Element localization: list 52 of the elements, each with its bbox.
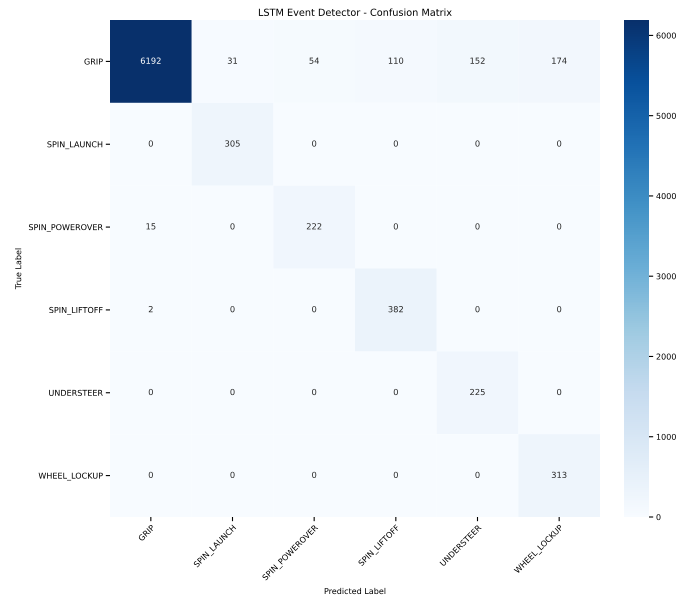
- data-label: 0: [230, 472, 235, 478]
- data-label: 0: [475, 472, 480, 478]
- data-label: 0: [148, 388, 153, 396]
- color-bar-label: 2000: [656, 354, 676, 360]
- data-label: 0: [230, 223, 235, 230]
- data-label: 54: [310, 58, 319, 64]
- data-label: 225: [470, 388, 485, 396]
- color-bar-label: 0: [656, 514, 661, 520]
- data-label: 0: [230, 388, 235, 396]
- data-label: 0: [475, 140, 480, 147]
- data-label: 382: [388, 306, 403, 312]
- data-label: 0: [312, 306, 316, 312]
- chart-title: LSTM Event Detector - Confusion Matrix: [258, 8, 452, 16]
- data-label: 110: [388, 58, 404, 64]
- data-label: 0: [475, 223, 480, 230]
- data-label: 0: [312, 388, 316, 396]
- data-label: 222: [306, 223, 322, 230]
- data-label: 0: [394, 472, 398, 478]
- y-tick-label: WHEEL_LOCKUP: [38, 472, 103, 480]
- data-label: 0: [394, 388, 398, 396]
- data-label: 0: [557, 140, 562, 147]
- data-label: 0: [148, 472, 153, 478]
- y-tick-label: GRIP: [84, 58, 103, 65]
- data-label: 0: [557, 306, 562, 312]
- data-label: 0: [394, 140, 398, 147]
- y-axis-title: True Label: [15, 248, 22, 290]
- data-label: 152: [470, 58, 485, 64]
- data-label: 0: [230, 306, 235, 312]
- data-label: 0: [312, 140, 316, 147]
- color-bar-label: 3000: [656, 273, 676, 280]
- data-label: 305: [225, 140, 240, 147]
- color-bar-label: 1000: [656, 434, 676, 440]
- y-tick-label: SPIN_LAUNCH: [47, 141, 102, 150]
- data-label: 0: [148, 140, 153, 147]
- color-bar-label: 5000: [656, 112, 676, 119]
- y-tick-label: UNDERSTEER: [49, 390, 103, 396]
- data-label: 0: [394, 223, 398, 230]
- data-label: 2: [148, 306, 153, 312]
- data-label: 0: [557, 223, 562, 230]
- data-label: 6192: [140, 58, 161, 64]
- color-bar-label: 6000: [656, 32, 676, 39]
- y-tick-label: SPIN_LIFTOFF: [49, 306, 103, 315]
- x-axis-title: Predicted Label: [324, 588, 386, 594]
- data-label: 0: [312, 472, 316, 478]
- color-bar-label: 4000: [656, 193, 676, 200]
- data-label: 313: [552, 472, 566, 478]
- data-label: 174: [552, 58, 567, 64]
- data-label: 0: [475, 306, 480, 312]
- data-label: 15: [146, 223, 156, 230]
- data-label: 31: [228, 58, 238, 64]
- data-label: 0: [557, 388, 562, 396]
- y-tick-label: SPIN_POWEROVER: [28, 224, 103, 232]
